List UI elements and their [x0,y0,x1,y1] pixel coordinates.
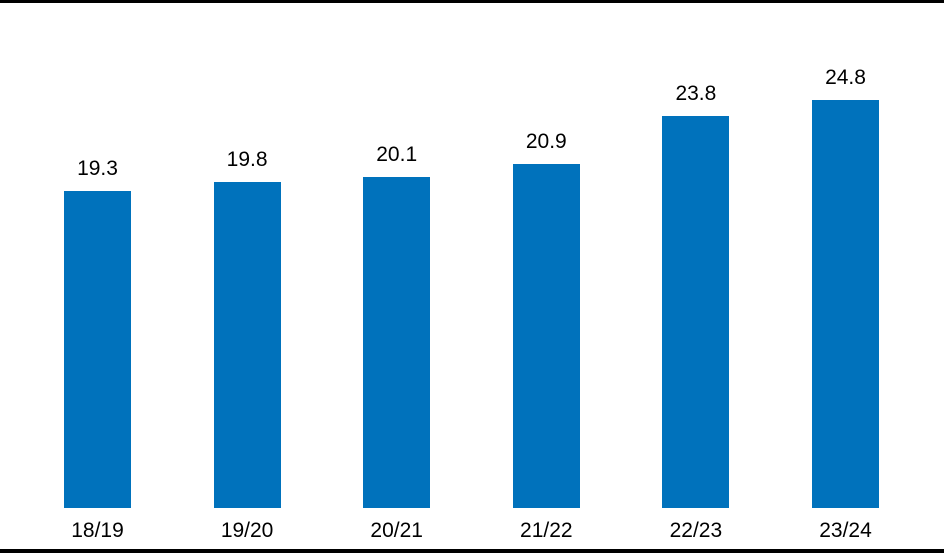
x-axis-tick-label: 18/19 [71,519,124,542]
bar-value-label: 20.9 [525,130,567,153]
x-axis-tick-label: 23/24 [819,519,872,542]
bar-value-label: 24.8 [825,66,866,89]
bar [662,116,730,508]
top-border-line [0,0,944,3]
bar [363,177,431,508]
x-axis-tick-label: 21/22 [520,519,573,542]
bar [64,191,131,508]
x-axis-tick-label: 22/23 [669,519,723,542]
bottom-border-line [0,549,944,553]
bar-value-label: 19.8 [226,148,268,171]
x-axis-tick-label: 20/21 [370,519,423,542]
bar-value-label: 23.8 [675,82,717,105]
x-axis-tick-label: 19/20 [220,519,274,542]
bar-value-label: 20.1 [376,143,418,166]
bar [213,182,281,508]
bar-value-label: 19.3 [77,157,118,180]
bar [812,100,879,508]
bar [512,164,580,508]
